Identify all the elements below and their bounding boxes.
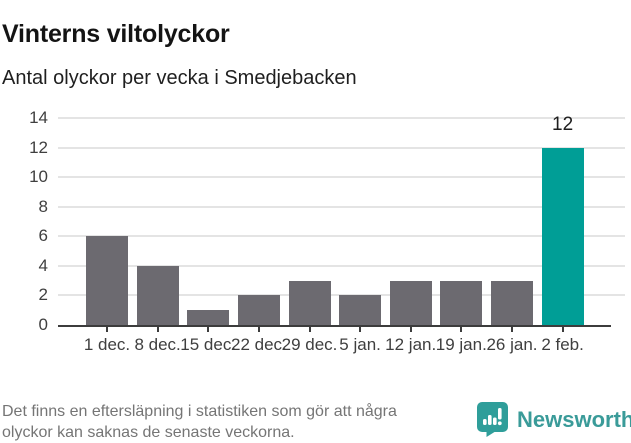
x-axis-tick-label: 15 dec. (180, 335, 237, 354)
y-axis-tick-label: 6 (38, 226, 48, 246)
newsworthy-logo[interactable]: Newsworthy (477, 402, 631, 437)
footnote-line-2: olyckor kan saknas de senaste veckorna. (2, 424, 295, 441)
y-axis-tick-label: 12 (29, 137, 48, 157)
y-axis-tick-label: 10 (29, 167, 48, 187)
bar (288, 280, 331, 325)
bar-data-label: 12 (552, 114, 574, 135)
x-axis-tick-label: 29 dec. (281, 335, 338, 354)
chart-subtitle: Antal olyckor per vecka i Smedjebacken (2, 67, 357, 89)
y-axis-tick-label: 8 (38, 196, 48, 216)
gridline (58, 205, 625, 208)
gridline (58, 235, 625, 238)
gridline (58, 264, 625, 267)
x-axis-tick-mark (409, 327, 412, 332)
y-axis-tick-label: 2 (38, 285, 48, 305)
gridline (58, 146, 625, 149)
x-axis-tick-label: 26 jan. (486, 335, 538, 354)
bar-highlighted (541, 147, 584, 325)
x-axis-tick-label: 1 dec. (83, 335, 131, 354)
x-axis-tick-mark (511, 327, 513, 332)
x-axis-tick-label: 12 jan. (385, 335, 437, 354)
footnote: Det finns en eftersläpning i statistiken… (2, 401, 397, 443)
bar (440, 280, 483, 325)
newsworthy-logo-icon (477, 402, 508, 437)
newsworthy-wordmark: Newsworthy (517, 406, 631, 432)
bar (339, 295, 382, 325)
footnote-line-1: Det finns en eftersläpning i statistiken… (2, 403, 397, 420)
x-axis-tick-label: 19 jan. (435, 335, 487, 354)
x-axis-tick-label: 8 dec. (134, 335, 181, 354)
x-axis-tick-label: 5 jan. (339, 335, 381, 354)
gridline (58, 176, 625, 179)
x-axis-line (58, 325, 611, 327)
x-axis-tick-mark (561, 327, 564, 332)
x-axis-tick-mark (460, 327, 463, 332)
bar (136, 265, 179, 325)
bar (86, 236, 128, 325)
bar (187, 310, 230, 325)
x-axis-tick-label: 2 feb. (541, 335, 584, 354)
bar (389, 280, 432, 325)
x-axis-tick-mark (106, 327, 108, 332)
y-axis-tick-label: 4 (38, 255, 48, 275)
x-axis-tick-mark (156, 327, 159, 332)
y-axis-tick-label: 0 (38, 315, 48, 334)
bar (491, 280, 533, 325)
y-axis-tick-label: 14 (29, 108, 48, 127)
x-axis-tick-mark (207, 327, 210, 332)
gridline (58, 117, 625, 119)
x-axis-tick-mark (257, 327, 260, 332)
bar (237, 295, 280, 325)
x-axis-tick-mark (359, 327, 362, 332)
x-axis-tick-label: 22 dec. (231, 335, 287, 354)
x-axis-tick-mark (308, 327, 311, 332)
page-title: Vinterns viltolyckor (2, 19, 230, 48)
